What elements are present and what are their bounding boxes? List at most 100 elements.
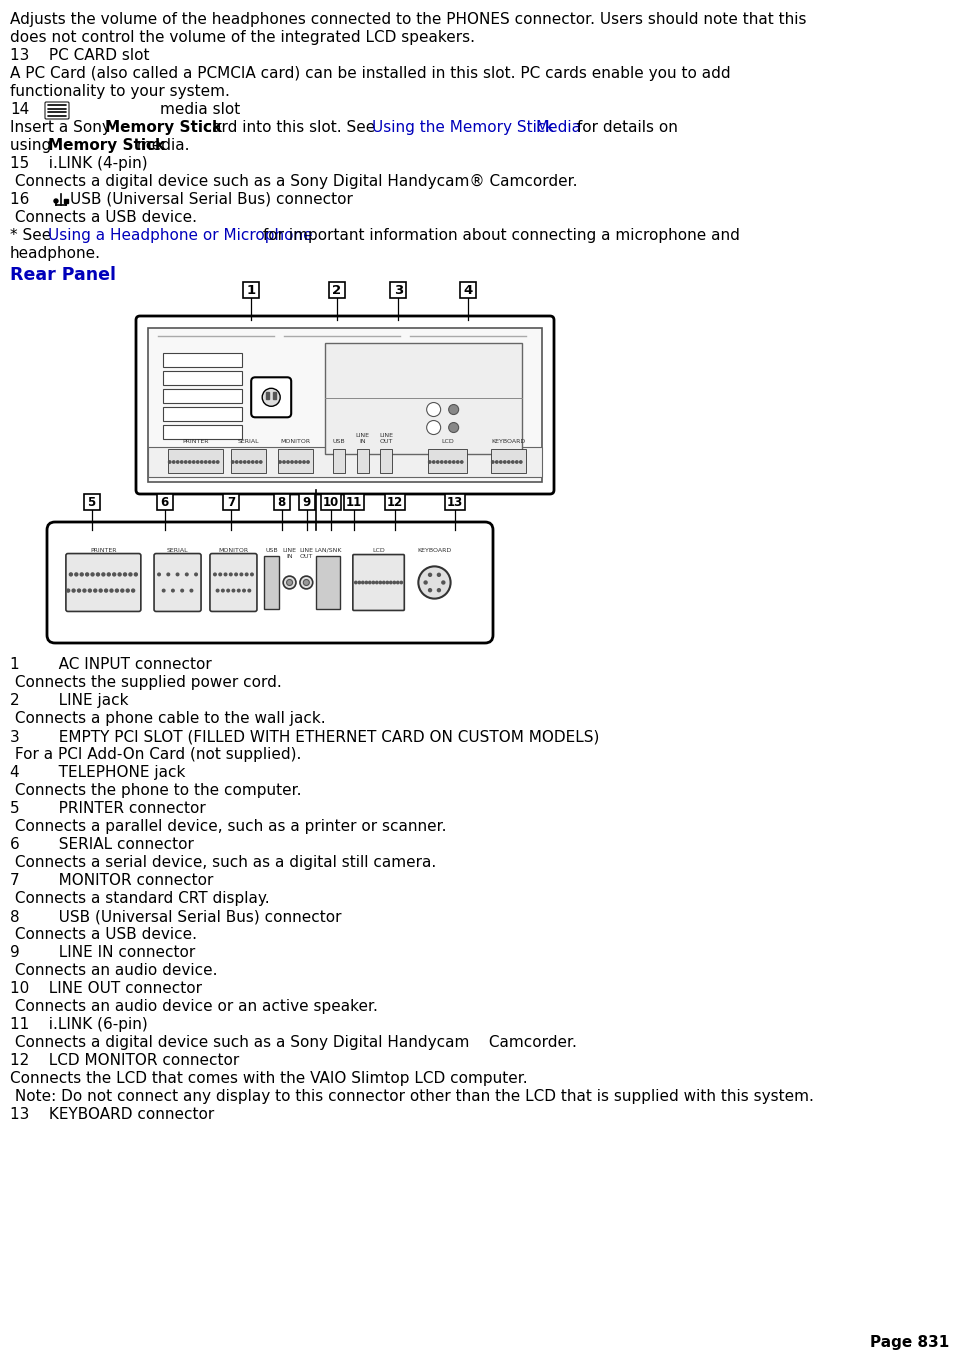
Text: Connects the supplied power cord.: Connects the supplied power cord.	[10, 676, 281, 690]
Circle shape	[299, 576, 313, 589]
Circle shape	[216, 589, 218, 592]
Bar	[356, 449, 368, 473]
Circle shape	[262, 388, 280, 407]
Circle shape	[232, 589, 234, 592]
Text: USB: USB	[333, 439, 345, 444]
Circle shape	[70, 573, 72, 576]
Circle shape	[196, 461, 198, 463]
Text: PRINTER: PRINTER	[182, 439, 209, 444]
Bar	[277, 449, 314, 473]
Circle shape	[437, 573, 440, 577]
Circle shape	[115, 589, 118, 592]
Circle shape	[456, 461, 458, 463]
Circle shape	[378, 581, 381, 584]
Text: 14: 14	[10, 101, 30, 118]
Text: Memory Stick: Memory Stick	[48, 138, 165, 153]
Circle shape	[437, 589, 440, 592]
Text: Media: Media	[536, 120, 581, 135]
FancyBboxPatch shape	[210, 554, 256, 612]
Circle shape	[251, 573, 253, 576]
Bar	[156, 494, 172, 509]
Circle shape	[396, 581, 398, 584]
Circle shape	[74, 573, 78, 576]
Circle shape	[134, 573, 137, 576]
Circle shape	[389, 581, 392, 584]
Circle shape	[372, 581, 375, 584]
Circle shape	[181, 589, 183, 592]
Text: Connects a USB device.: Connects a USB device.	[10, 927, 196, 942]
Circle shape	[77, 589, 80, 592]
Circle shape	[239, 461, 242, 463]
Circle shape	[167, 573, 170, 576]
Bar	[380, 449, 392, 473]
Circle shape	[72, 589, 75, 592]
Circle shape	[393, 581, 395, 584]
Circle shape	[157, 573, 160, 576]
Circle shape	[460, 461, 462, 463]
Text: 9        LINE IN connector: 9 LINE IN connector	[10, 944, 195, 961]
Circle shape	[86, 573, 89, 576]
Circle shape	[200, 461, 203, 463]
Circle shape	[54, 199, 58, 203]
Circle shape	[448, 423, 458, 432]
Bar	[333, 449, 345, 473]
Circle shape	[227, 589, 230, 592]
Circle shape	[172, 589, 174, 592]
Text: 4: 4	[463, 284, 472, 296]
Circle shape	[255, 461, 257, 463]
Circle shape	[452, 461, 455, 463]
Circle shape	[282, 461, 285, 463]
Text: media.: media.	[132, 138, 190, 153]
Circle shape	[240, 573, 242, 576]
Text: Using the Memory Stick: Using the Memory Stick	[372, 120, 554, 135]
Circle shape	[283, 576, 295, 589]
Text: functionality to your system.: functionality to your system.	[10, 84, 230, 99]
Circle shape	[126, 589, 129, 592]
Text: 2        LINE jack: 2 LINE jack	[10, 693, 129, 708]
Circle shape	[185, 573, 188, 576]
Bar	[163, 389, 241, 403]
Circle shape	[278, 461, 281, 463]
Circle shape	[105, 589, 108, 592]
Bar	[163, 353, 241, 367]
Circle shape	[102, 573, 105, 576]
Circle shape	[93, 589, 96, 592]
Circle shape	[432, 461, 435, 463]
Circle shape	[96, 573, 99, 576]
Bar	[390, 282, 406, 299]
Text: for important information about connecting a microphone and: for important information about connecti…	[257, 228, 740, 243]
Text: 5: 5	[88, 496, 95, 508]
Text: 8        USB (Universal Serial Bus) connector: 8 USB (Universal Serial Bus) connector	[10, 909, 341, 924]
Circle shape	[519, 461, 521, 463]
Text: 3        EMPTY PCI SLOT (FILLED WITH ETHERNET CARD ON CUSTOM MODELS): 3 EMPTY PCI SLOT (FILLED WITH ETHERNET C…	[10, 730, 598, 744]
Circle shape	[515, 461, 517, 463]
Circle shape	[221, 589, 224, 592]
Text: KEYBOARD: KEYBOARD	[416, 549, 451, 553]
Text: A PC Card (also called a PCMCIA card) can be installed in this slot. PC cards en: A PC Card (also called a PCMCIA card) ca…	[10, 66, 730, 81]
Circle shape	[247, 461, 250, 463]
Circle shape	[441, 581, 444, 584]
Bar	[242, 282, 258, 299]
Text: 4        TELEPHONE jack: 4 TELEPHONE jack	[10, 765, 185, 780]
Text: Adjusts the volume of the headphones connected to the PHONES connector. Users sh: Adjusts the volume of the headphones con…	[10, 12, 805, 27]
Text: LINE
IN: LINE IN	[355, 434, 370, 444]
Text: 15    i.LINK (4-pin): 15 i.LINK (4-pin)	[10, 155, 148, 172]
Text: Connects a serial device, such as a digital still camera.: Connects a serial device, such as a digi…	[10, 855, 436, 870]
FancyBboxPatch shape	[153, 554, 201, 612]
Text: MONITOR: MONITOR	[218, 549, 248, 553]
Circle shape	[428, 461, 431, 463]
Circle shape	[216, 461, 218, 463]
Text: LINE
IN: LINE IN	[282, 549, 296, 559]
FancyBboxPatch shape	[353, 554, 404, 611]
Text: Connects the phone to the computer.: Connects the phone to the computer.	[10, 784, 301, 798]
Text: 10    LINE OUT connector: 10 LINE OUT connector	[10, 981, 202, 996]
Circle shape	[189, 461, 191, 463]
Circle shape	[213, 573, 216, 576]
Circle shape	[194, 573, 197, 576]
Text: using: using	[10, 138, 56, 153]
Text: LCD: LCD	[440, 439, 454, 444]
Bar	[148, 328, 541, 482]
Bar	[273, 392, 276, 400]
Text: Connects a USB device.: Connects a USB device.	[10, 209, 196, 226]
Bar	[168, 449, 223, 473]
